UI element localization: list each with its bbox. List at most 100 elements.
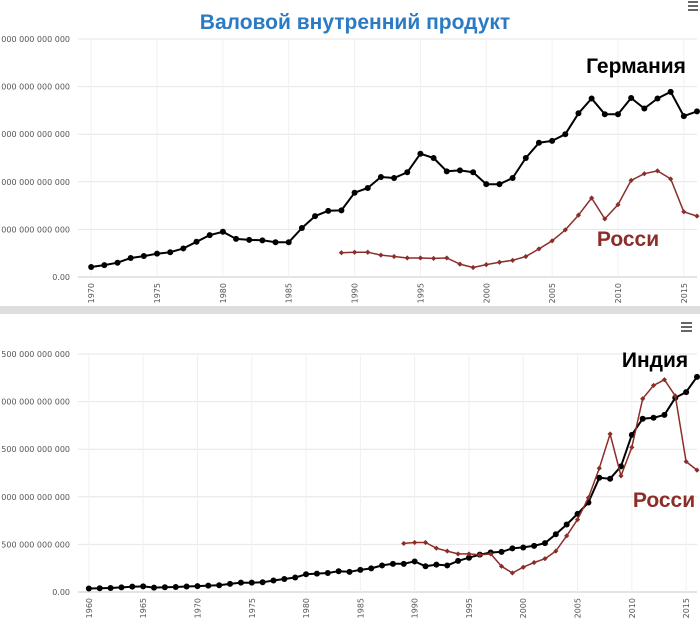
data-point — [509, 545, 516, 552]
data-point — [614, 111, 621, 118]
data-point — [351, 189, 358, 196]
x-tick-label: 2015 — [682, 598, 691, 618]
y-tick-label: 2 000 000 000 000 — [0, 178, 70, 187]
x-tick-label: 2005 — [574, 598, 583, 618]
x-tick-label: 1985 — [285, 283, 294, 303]
data-point — [564, 533, 570, 539]
data-point — [520, 544, 527, 551]
data-point — [536, 246, 542, 252]
data-point — [522, 155, 529, 161]
data-point — [389, 560, 396, 567]
series-label-russia-bottom: Росси — [633, 489, 695, 512]
data-point — [205, 582, 212, 589]
data-point — [216, 582, 223, 589]
data-point — [681, 209, 687, 215]
data-point — [140, 253, 147, 260]
data-point — [562, 227, 568, 233]
data-point — [498, 563, 505, 569]
x-tick-label: 1980 — [219, 283, 228, 303]
data-point — [444, 255, 450, 261]
panel-divider — [0, 306, 700, 314]
data-point — [391, 174, 398, 181]
data-point — [563, 521, 570, 528]
data-point — [443, 168, 450, 175]
data-point — [477, 552, 483, 558]
x-tick-label: 2000 — [482, 283, 491, 303]
grid-bottom — [78, 353, 697, 593]
data-point — [601, 111, 608, 118]
data-point — [127, 254, 134, 261]
data-point — [542, 556, 548, 562]
data-point — [324, 569, 331, 576]
data-point — [433, 545, 439, 551]
menu-icon-bar — [681, 330, 692, 332]
data-point — [520, 564, 526, 570]
series-label-india: Индия — [622, 349, 688, 372]
data-point — [683, 458, 689, 465]
data-point — [96, 585, 103, 592]
data-point — [667, 88, 674, 95]
y-tick-label: 0.00 — [52, 273, 70, 282]
data-point — [338, 250, 345, 256]
data-point — [377, 174, 384, 181]
x-tick-label: 1995 — [416, 283, 425, 303]
data-point — [272, 239, 279, 246]
data-point — [650, 414, 657, 421]
data-point — [694, 467, 700, 473]
data-point — [140, 583, 147, 590]
data-point — [365, 249, 371, 255]
menu-icon-bottom[interactable] — [681, 322, 692, 332]
data-point — [368, 565, 375, 572]
x-tick-label: 1970 — [193, 598, 202, 618]
data-point — [401, 540, 407, 547]
data-point — [303, 571, 310, 578]
data-point — [444, 548, 450, 554]
data-point — [575, 212, 582, 218]
data-point — [101, 262, 108, 269]
y-tick-label: 500 000 000 000 — [1, 540, 70, 549]
data-point — [335, 568, 342, 575]
series-top — [88, 88, 700, 271]
data-point — [596, 474, 603, 481]
data-point — [433, 561, 440, 568]
data-point — [496, 181, 503, 188]
data-point — [549, 137, 556, 144]
data-point — [193, 238, 200, 245]
x-tick-label: 1975 — [248, 598, 257, 618]
data-point — [496, 259, 503, 265]
series-bottom — [85, 373, 700, 592]
x-tick-label: 1975 — [153, 283, 162, 303]
data-point — [575, 110, 582, 117]
data-point — [219, 228, 226, 235]
data-point — [640, 396, 646, 402]
data-point — [553, 548, 559, 554]
data-point — [357, 566, 364, 573]
data-point — [588, 95, 595, 102]
data-point — [607, 475, 614, 482]
data-point — [457, 261, 463, 267]
data-point — [470, 264, 476, 271]
data-point — [154, 250, 161, 257]
x-tick-label: 1985 — [356, 598, 365, 618]
data-point — [246, 236, 253, 243]
data-point — [607, 431, 613, 437]
data-point — [523, 253, 529, 260]
x-tick-label: 2010 — [614, 283, 623, 303]
y-tick-label: 2 500 000 000 000 — [0, 350, 70, 359]
data-point — [615, 202, 621, 208]
menu-icon-top[interactable] — [688, 1, 698, 11]
y-tick-label: 3 000 000 000 000 — [0, 130, 70, 139]
series-label-russia-top: Росси — [597, 228, 659, 251]
data-point — [618, 473, 624, 479]
x-tick-label: 1990 — [351, 283, 360, 303]
data-point — [325, 207, 332, 214]
data-point — [628, 177, 634, 183]
data-point — [510, 257, 516, 263]
data-point — [430, 255, 437, 262]
data-point — [562, 131, 569, 138]
menu-icon-bar — [688, 5, 698, 7]
data-point — [206, 232, 213, 239]
data-point — [444, 562, 451, 569]
chart-top: Валовой внутренний продукт 5 000 000 000… — [0, 1, 700, 303]
